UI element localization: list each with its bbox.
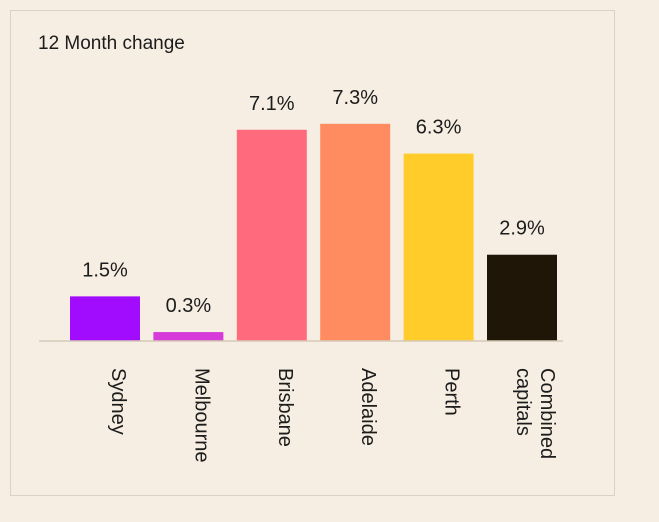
category-label-text: Combined [536,368,558,459]
chart-title: 12 Month change [38,33,185,54]
value-label: 6.3% [416,117,462,139]
bar-chart: 1.5% 0.3% 7.1% 7.3% 6.3% 2.9% Sydney Melbourne… [39,87,563,463]
category-label-text: Melbourne [190,368,212,463]
bar-combined-capitals [487,254,557,341]
category-label-text: Sydney [107,368,129,435]
category-label-text: Adelaide [357,368,379,446]
bar-adelaide [320,123,391,341]
bar-perth [403,153,474,341]
category-label: Brisbane [274,368,296,447]
value-label: 7.3% [332,87,378,109]
category-label: Adelaide [357,368,379,446]
value-label: 7.1% [249,93,295,115]
value-labels-layer: 1.5% 0.3% 7.1% 7.3% 6.3% 2.9% [82,87,545,317]
category-label-text: Perth [441,368,463,416]
bar-sydney [70,296,140,341]
value-label: 2.9% [499,218,545,240]
category-label: Melbourne [190,368,212,463]
category-labels-layer: Sydney Melbourne Brisbane Adelaide Perth Comb… [107,368,558,463]
category-label: Perth [441,368,463,416]
value-label: 0.3% [166,295,212,317]
bar-melbourne [153,332,224,341]
chart-card: 12 Month change 1.5% 0.3% 7.1% 7.3% 6.3% 2.9%… [10,10,615,496]
category-label-text: capitals [512,368,534,436]
value-label: 1.5% [82,259,128,281]
bars-layer [70,123,557,341]
category-label-text: Brisbane [274,368,296,447]
bar-brisbane [236,129,307,341]
category-label: Sydney [107,368,129,435]
